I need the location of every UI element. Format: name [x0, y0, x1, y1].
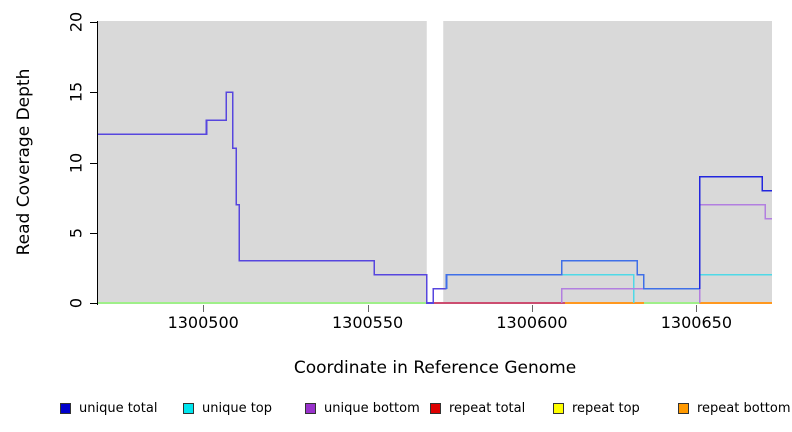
y-tick-label-10: 10 [66, 152, 86, 173]
y-axis-line [97, 21, 98, 305]
coverage-gap-region [426, 21, 444, 304]
x-tick-label-1300650: 1300650 [660, 313, 733, 332]
coverage-chart-svg [98, 21, 772, 304]
legend-item-repeat-top: repeat top [553, 399, 640, 417]
series-line-unique-total-2 [698, 175, 772, 289]
series-line-unique-total-0 [98, 91, 447, 304]
legend-item-unique-top: unique top [183, 399, 272, 417]
plot-area [98, 21, 772, 304]
legend-item-repeat-bottom: repeat bottom [678, 399, 791, 417]
series-line-unique-bottom-0 [560, 288, 644, 303]
y-tick-label-20: 20 [66, 11, 86, 33]
legend-item-unique-total: unique total [60, 399, 157, 417]
unique-bottom-swatch-icon [305, 402, 316, 414]
legend-item-unique-bottom: unique bottom [305, 399, 420, 417]
legend-label-unique-total: unique total [79, 400, 158, 416]
repeat-top-swatch-icon [553, 402, 564, 414]
y-tick-label-5: 5 [66, 227, 86, 238]
y-tick-20 [90, 22, 97, 23]
x-tick-label-1300550: 1300550 [331, 313, 404, 332]
legend-label-repeat-bottom: repeat bottom [697, 400, 791, 416]
y-tick-10 [90, 162, 97, 164]
legend-label-unique-bottom: unique bottom [324, 400, 420, 416]
legend-label-repeat-total: repeat total [449, 400, 526, 416]
legend-label-unique-top: unique top [202, 400, 273, 416]
y-tick-label-0: 0 [66, 297, 86, 309]
y-tick-label-15: 15 [66, 82, 86, 103]
legend-item-repeat-total: repeat total [430, 399, 525, 417]
x-tick-1300600 [531, 305, 533, 312]
repeat-bottom-swatch-icon [678, 402, 689, 414]
legend: unique total unique top unique bottom re… [0, 399, 792, 417]
y-tick-5 [90, 232, 97, 234]
series-line-unique-total-1 [445, 260, 700, 290]
y-axis-title: Read Coverage Depth [14, 68, 34, 256]
x-axis-title: Coordinate in Reference Genome [293, 358, 577, 378]
unique-total-swatch-icon [60, 402, 71, 414]
x-tick-1300500 [203, 305, 205, 312]
y-tick-15 [90, 92, 97, 94]
x-tick-1300650 [696, 305, 698, 312]
unique-top-swatch-icon [183, 402, 194, 414]
repeat-total-swatch-icon [430, 402, 441, 414]
x-tick-label-1300500: 1300500 [167, 313, 239, 332]
legend-label-repeat-top: repeat top [572, 400, 640, 416]
x-tick-label-1300600: 1300600 [496, 313, 568, 332]
y-tick-0 [90, 303, 97, 304]
x-tick-1300550 [367, 305, 369, 312]
